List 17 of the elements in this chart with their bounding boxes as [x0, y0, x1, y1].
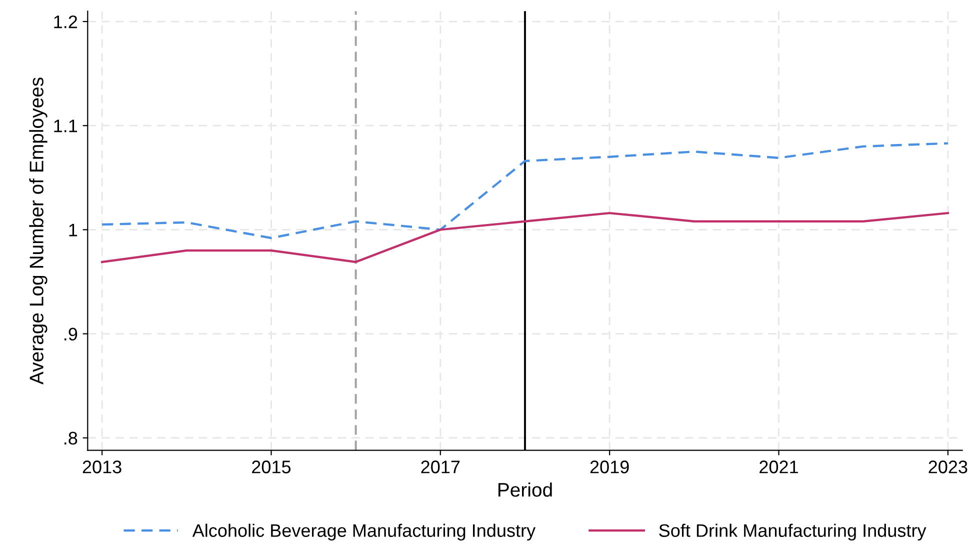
line-series	[100, 212, 950, 264]
x-tick-label: 2013	[82, 460, 122, 474]
line-series	[100, 142, 950, 240]
y-tick-label: 1	[69, 224, 78, 236]
y-tick-label: .8	[64, 432, 78, 445]
x-tick-label: 2021	[760, 460, 798, 474]
x-tick-label: 2015	[252, 460, 291, 474]
legend-label: Alcoholic Beverage Manufacturing Industry	[192, 524, 536, 541]
y-tick-label: .9	[64, 328, 78, 341]
y-tick-label: 1.1	[54, 120, 78, 132]
y-tick-label: 1.2	[54, 15, 78, 28]
x-axis-title: Period	[498, 482, 552, 497]
x-tick-label: 2019	[590, 460, 629, 474]
legend-label: Soft Drink Manufacturing Industry	[659, 524, 926, 541]
x-tick-label: 2017	[421, 460, 460, 474]
y-axis-title: Average Log Number of Employees	[29, 78, 48, 385]
x-tick-label: 2023	[928, 460, 968, 474]
